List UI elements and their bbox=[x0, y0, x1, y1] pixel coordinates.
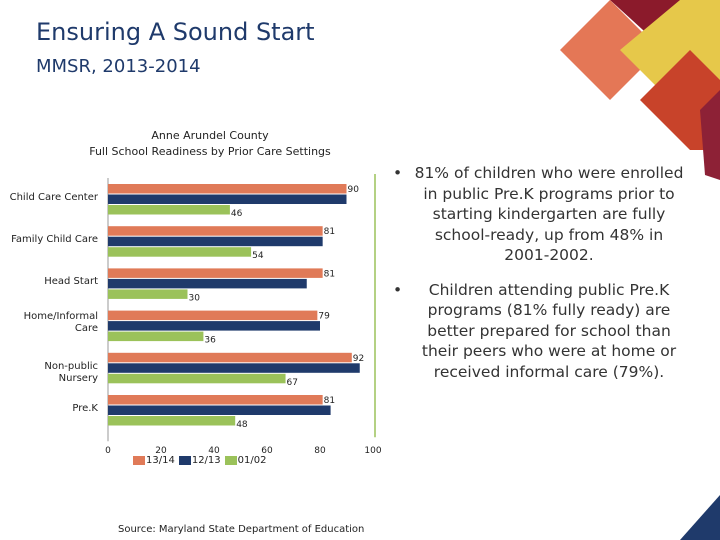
bar bbox=[108, 331, 204, 342]
legend-label: 01/02 bbox=[237, 455, 267, 466]
source-note: Source: Maryland State Department of Edu… bbox=[118, 524, 365, 535]
bar bbox=[108, 236, 323, 247]
bar bbox=[108, 289, 188, 299]
bullet-item: • 81% of children who were enrolled in p… bbox=[393, 163, 685, 266]
bullet-list: • 81% of children who were enrolled in p… bbox=[393, 163, 685, 396]
bar bbox=[108, 205, 230, 215]
data-label: 92 bbox=[353, 354, 364, 364]
chart-title: Anne Arundel County bbox=[151, 129, 269, 142]
bar bbox=[108, 184, 347, 194]
slide-title: Ensuring A Sound Start bbox=[36, 18, 315, 46]
legend-swatch bbox=[133, 456, 145, 465]
bar bbox=[108, 310, 318, 321]
category-label: Head Start bbox=[44, 276, 98, 288]
chart-legend: 13/14 12/13 01/02 bbox=[133, 455, 266, 466]
legend-label: 13/14 bbox=[146, 455, 175, 466]
deco-shape bbox=[560, 0, 660, 100]
bar bbox=[108, 416, 236, 426]
data-label: 81 bbox=[324, 227, 335, 237]
legend-swatch bbox=[224, 456, 237, 465]
bar bbox=[108, 278, 307, 289]
bar bbox=[108, 373, 286, 384]
bar bbox=[108, 226, 323, 236]
data-label: 81 bbox=[324, 269, 335, 279]
bar bbox=[108, 363, 360, 373]
legend-item: 01/02 bbox=[224, 455, 267, 466]
legend-label: 12/13 bbox=[191, 455, 221, 466]
legend-swatch bbox=[178, 456, 191, 465]
bar bbox=[108, 321, 320, 331]
data-label: 46 bbox=[231, 209, 243, 219]
category-label: Family Child Care bbox=[11, 234, 98, 246]
slide-subtitle: MMSR, 2013-2014 bbox=[36, 56, 201, 77]
data-label: 67 bbox=[287, 378, 298, 388]
legend-item: 13/14 bbox=[133, 455, 175, 466]
data-label: 30 bbox=[189, 293, 201, 303]
bar bbox=[108, 395, 323, 405]
data-label: 48 bbox=[236, 420, 248, 430]
chart-title-block: Anne Arundel County Full School Readines… bbox=[40, 128, 380, 160]
x-tick-label: 0 bbox=[105, 446, 111, 456]
bullet-text: Children attending public Pre.K programs… bbox=[421, 280, 677, 381]
chart-subtitle: Full School Readiness by Prior Care Sett… bbox=[89, 145, 331, 158]
bar bbox=[108, 405, 331, 415]
bullet-text: 81% of children who were enrolled in pub… bbox=[414, 164, 684, 264]
bar bbox=[108, 194, 347, 204]
bar bbox=[108, 247, 252, 257]
deco-shape bbox=[700, 90, 720, 180]
x-tick-label: 100 bbox=[364, 446, 381, 456]
category-label: Non-public Nursery bbox=[44, 360, 98, 384]
bullet-item: • Children attending public Pre.K progra… bbox=[393, 280, 685, 383]
bullet-dot: • bbox=[393, 164, 403, 182]
data-label: 54 bbox=[252, 251, 264, 261]
x-tick-label: 60 bbox=[261, 446, 273, 456]
bar bbox=[108, 352, 352, 363]
x-tick-label: 40 bbox=[208, 446, 220, 456]
category-label: Child Care Center bbox=[9, 192, 98, 203]
category-label: Home/Informal Care bbox=[23, 310, 98, 334]
data-label: 79 bbox=[318, 312, 330, 322]
deco-shape bbox=[680, 495, 720, 540]
data-label: 36 bbox=[204, 336, 216, 346]
x-tick-label: 80 bbox=[314, 446, 326, 456]
data-label: 81 bbox=[324, 396, 335, 406]
category-label: Pre.K bbox=[72, 403, 98, 414]
x-tick-label: 20 bbox=[155, 446, 167, 456]
deco-shape bbox=[640, 50, 720, 150]
bullet-dot: • bbox=[393, 280, 403, 299]
legend-item: 12/13 bbox=[178, 455, 221, 466]
data-label: 90 bbox=[348, 185, 360, 195]
bar bbox=[108, 268, 323, 278]
